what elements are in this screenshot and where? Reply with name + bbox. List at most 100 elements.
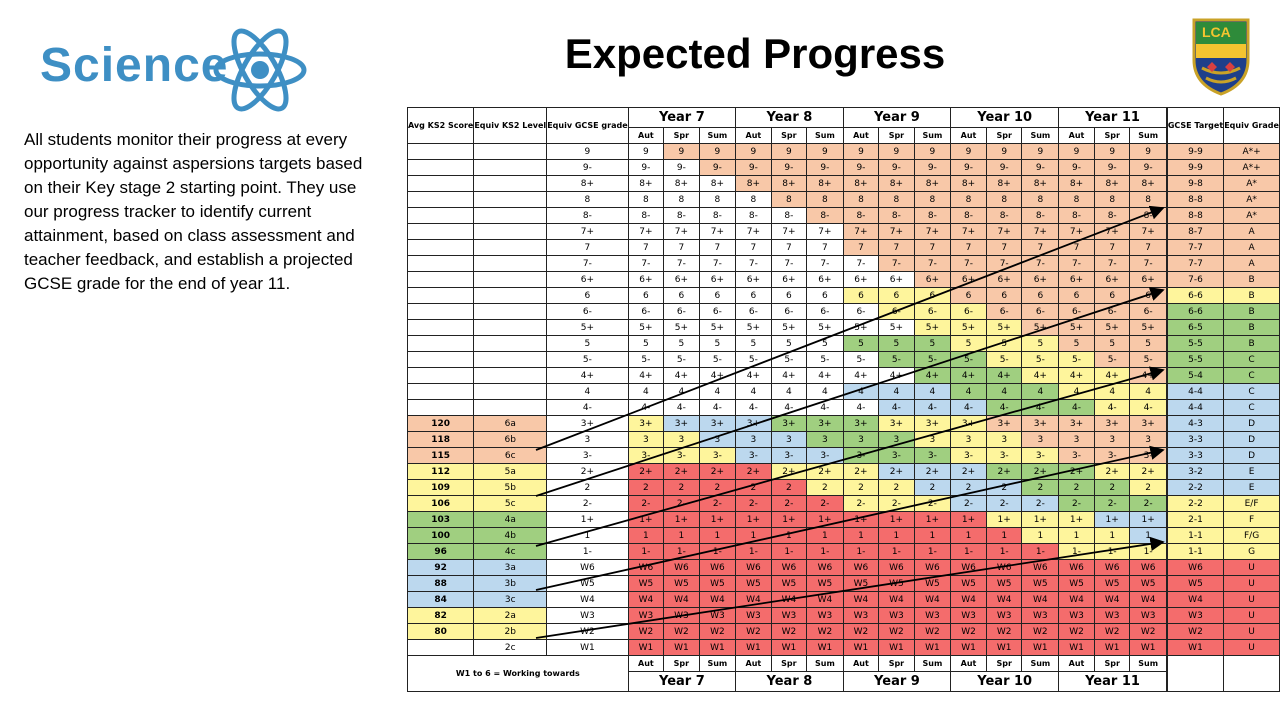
cell-progress: W2 [878,623,915,640]
cell-gcse-grade: 7+ [546,223,629,240]
cell-progress: 8 [1129,191,1168,208]
cell-ks2-score [406,175,475,192]
cell-progress: W5 [842,575,880,592]
cell-progress: 5- [913,351,952,368]
cell-progress: 1 [1058,527,1095,544]
cell-progress: 5 [878,335,915,352]
table-row: 112 5a 2+ 2+ 2+ 2+ 2+ 2+ 2+ 2+ 2+ 2+ 2+ 2+ 2+ 2+ 2+ 2+ 3-2… [406,463,1280,480]
cell-target: 3-3 [1165,431,1225,448]
cell-progress: 5- [663,351,700,368]
cell-progress: 4 [806,383,844,400]
cell-progress: 4- [985,399,1023,416]
cell-progress: 3- [913,447,952,464]
header-equiv-ks2: Equiv KS2 Level [473,107,548,144]
cell-progress: 8- [1058,207,1095,224]
cell-progress: 7- [663,255,700,272]
cell-equiv-grade: A*+ [1223,159,1280,176]
cell-progress: 1 [806,527,844,544]
table-row: 5- 5- 5- 5- 5- 5- 5- 5- 5- 5- 5- 5- 5- 5- 5- 5- 5-5 C [406,351,1280,368]
cell-progress: 8 [1058,191,1095,208]
cell-progress: W4 [735,591,772,608]
header-term: Aut [627,127,665,144]
cell-progress: 9 [950,143,987,160]
cell-equiv-grade: B [1223,303,1280,320]
cell-progress: 7+ [1129,223,1168,240]
cell-progress: 4- [806,399,844,416]
cell-progress: 5- [1129,351,1168,368]
cell-progress: 1+ [1093,511,1131,528]
table-row: 109 5b 2 2 2 2 2 2 2 2 2 2 2 2 2 2 2 2 2-2 E [406,479,1280,496]
cell-progress: 6+ [1129,271,1168,288]
cell-gcse-grade: 5 [546,335,629,352]
cell-progress: W1 [735,639,772,656]
cell-progress: 7- [1093,255,1131,272]
cell-progress: 2+ [663,463,700,480]
cell-progress: 3 [878,431,915,448]
cell-progress: 6+ [878,271,915,288]
cell-progress: W2 [627,623,665,640]
cell-progress: 9- [842,159,880,176]
cell-gcse-grade: 4- [546,399,629,416]
cell-progress: 3 [627,431,665,448]
cell-progress: 2+ [950,463,987,480]
table-row: 9 9 9 9 9 9 9 9 9 9 9 9 9 9 9 9 9-9 A*+ [406,143,1280,160]
cell-progress: W4 [1021,591,1060,608]
cell-progress: 3- [878,447,915,464]
cell-progress: W1 [1021,639,1060,656]
cell-target: 8-8 [1165,191,1225,208]
table-row: 4 4 4 4 4 4 4 4 4 4 4 4 4 4 4 4 4-4 C [406,383,1280,400]
cell-gcse-grade: 3 [546,431,629,448]
cell-progress: W6 [913,559,952,576]
table-row: 8- 8- 8- 8- 8- 8- 8- 8- 8- 8- 8- 8- 8- 8- 8- 8- 8-8 A* [406,207,1280,224]
cell-progress: 4 [627,383,665,400]
cell-progress: 6- [663,303,700,320]
table-row: 8+ 8+ 8+ 8+ 8+ 8+ 8+ 8+ 8+ 8+ 8+ 8+ 8+ 8+ 8+ 8+ 9-8 A* [406,175,1280,192]
cell-progress: 8+ [985,175,1023,192]
cell-progress: 4 [878,383,915,400]
cell-progress: 2 [985,479,1023,496]
cell-progress: 6+ [735,271,772,288]
cell-gcse-grade: 2 [546,479,629,496]
header-term: Spr [770,127,808,144]
cell-progress: 2+ [878,463,915,480]
cell-progress: 7 [627,239,665,256]
cell-target: W4 [1165,591,1225,608]
cell-target: W1 [1165,639,1225,656]
cell-progress: 7 [735,239,772,256]
cell-progress: 7 [1021,239,1060,256]
cell-progress: 7+ [913,223,952,240]
cell-progress: 9- [698,159,737,176]
cell-progress: 3- [1058,447,1095,464]
cell-target: 5-5 [1165,335,1225,352]
cell-progress: 3+ [950,415,987,432]
cell-progress: 6 [806,287,844,304]
cell-progress: 3 [1058,431,1095,448]
page-title: Expected Progress [564,30,946,77]
cell-progress: 4- [878,399,915,416]
cell-progress: 9- [1021,159,1060,176]
cell-progress: W1 [913,639,952,656]
cell-progress: 3- [806,447,844,464]
footer-term: Spr [663,655,700,672]
cell-ks2-level: 5a [473,463,548,480]
cell-target: 5-4 [1165,367,1225,384]
cell-ks2-level [473,335,548,352]
cell-progress: 1+ [1129,511,1168,528]
table-row: 84 3c W4 W4 W4 W4 W4 W4 W4 W4 W4 W4 W4 W4 W4 W4 W4 W4 W4 U [406,591,1280,608]
table-row: 7+ 7+ 7+ 7+ 7+ 7+ 7+ 7+ 7+ 7+ 7+ 7+ 7+ 7+ 7+ 7+ 8-7 A [406,223,1280,240]
cell-progress: 5- [770,351,808,368]
cell-progress: 7+ [1093,223,1131,240]
cell-target: 5-5 [1165,351,1225,368]
cell-target: 9-9 [1165,159,1225,176]
cell-progress: W6 [878,559,915,576]
cell-progress: 9- [1093,159,1131,176]
cell-gcse-grade: 6 [546,287,629,304]
cell-progress: 8- [842,207,880,224]
cell-gcse-grade: 7- [546,255,629,272]
cell-target: 7-6 [1165,271,1225,288]
cell-progress: 5+ [842,319,880,336]
cell-progress: 9 [842,143,880,160]
cell-progress: 8+ [806,175,844,192]
cell-ks2-score [406,271,475,288]
cell-target: 2-2 [1165,479,1225,496]
